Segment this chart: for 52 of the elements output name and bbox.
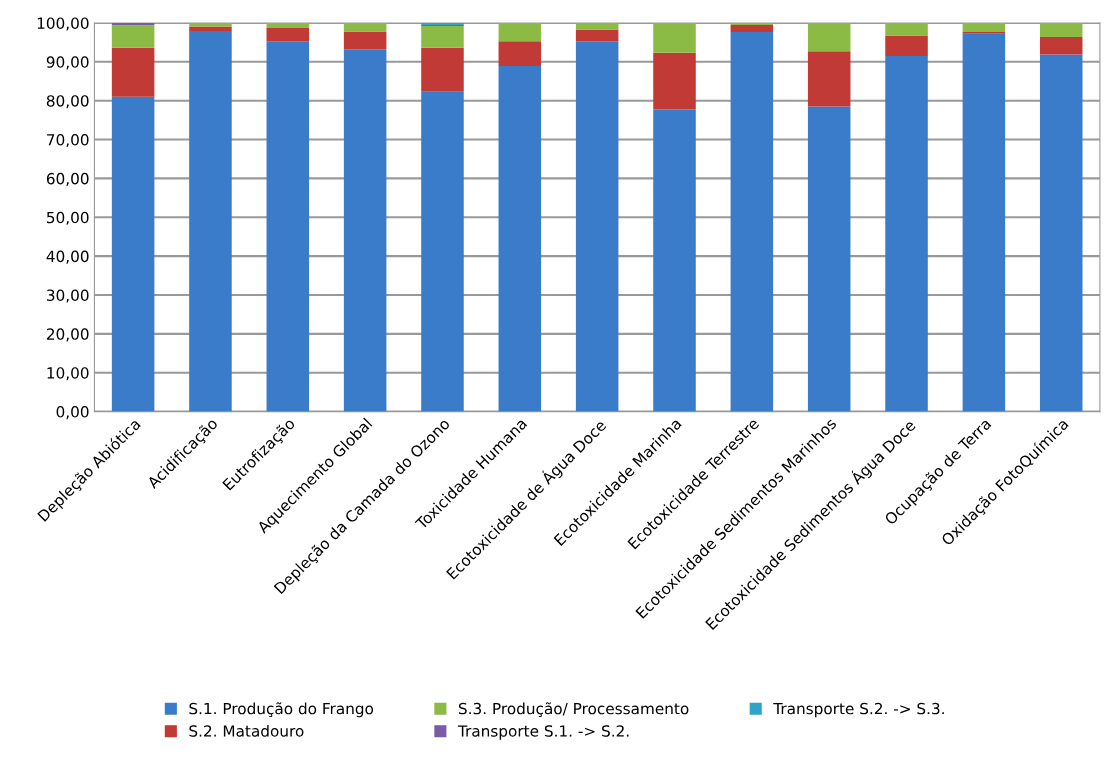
bar bbox=[653, 22, 696, 53]
bar bbox=[575, 41, 619, 412]
y-tick-label: 20,00 bbox=[46, 328, 89, 342]
bar bbox=[885, 55, 928, 412]
legend-label: S.3. Produção/ Processamento bbox=[458, 702, 689, 718]
y-tick-label: 90,00 bbox=[46, 56, 89, 70]
bar bbox=[962, 22, 1006, 32]
bar bbox=[575, 29, 619, 42]
bar bbox=[730, 24, 774, 32]
y-tick-label: 30,00 bbox=[47, 289, 89, 303]
bar bbox=[421, 26, 464, 48]
y-tick-label: 100,00 bbox=[37, 17, 89, 31]
legend-label: S.1. Produção do Frango bbox=[189, 702, 374, 718]
bar bbox=[885, 22, 928, 36]
bar bbox=[575, 22, 619, 30]
bar bbox=[962, 33, 1006, 412]
legend-label: Transporte S.2. -> S.3. bbox=[773, 702, 944, 718]
bar bbox=[266, 28, 310, 42]
bar bbox=[1039, 54, 1083, 412]
bar bbox=[1039, 36, 1083, 55]
bar bbox=[653, 52, 696, 110]
bar bbox=[111, 96, 155, 412]
bar bbox=[111, 47, 155, 97]
bar bbox=[266, 41, 310, 412]
bar bbox=[111, 25, 155, 48]
bar bbox=[807, 106, 851, 412]
bar bbox=[189, 26, 232, 32]
bar bbox=[266, 22, 310, 28]
y-tick-label: 40,00 bbox=[46, 250, 89, 264]
bar bbox=[421, 91, 464, 412]
bar bbox=[498, 41, 542, 67]
bar bbox=[807, 51, 851, 107]
bar bbox=[343, 31, 387, 50]
y-tick-label: 0,00 bbox=[56, 406, 89, 420]
bar bbox=[343, 22, 387, 32]
legend-label: S.2. Matadouro bbox=[189, 724, 304, 737]
y-tick-label: 10,00 bbox=[47, 367, 89, 381]
bar bbox=[343, 49, 387, 412]
y-tick-label: 50,00 bbox=[47, 211, 89, 225]
bar bbox=[885, 35, 928, 56]
bar bbox=[653, 109, 696, 412]
bar bbox=[730, 31, 774, 412]
y-tick-label: 60,00 bbox=[46, 172, 89, 186]
bar bbox=[421, 47, 464, 92]
bar bbox=[498, 66, 542, 412]
bar bbox=[189, 31, 232, 412]
bar bbox=[807, 22, 851, 52]
bar bbox=[498, 22, 542, 42]
y-tick-label: 80,00 bbox=[46, 95, 89, 109]
bar bbox=[1039, 22, 1083, 37]
y-tick-label: 70,00 bbox=[47, 134, 89, 148]
legend-label: Transporte S.1. -> S.2. bbox=[457, 725, 629, 740]
